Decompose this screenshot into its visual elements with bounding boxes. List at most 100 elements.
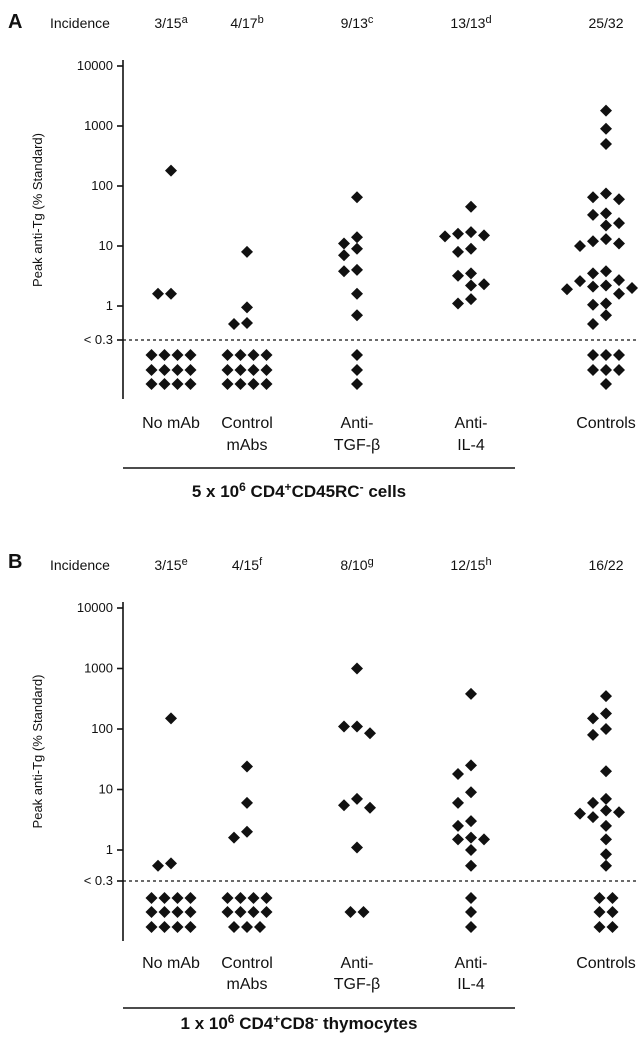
incidence-footnote: a — [182, 14, 189, 26]
below-threshold-point — [221, 906, 234, 918]
data-point — [465, 831, 477, 844]
data-point — [600, 848, 612, 861]
data-point — [600, 859, 612, 872]
group-label-part: CD8 — [280, 1014, 314, 1033]
category-label-line2: TGF-β — [334, 976, 381, 993]
category-label: No mAb — [142, 415, 200, 432]
group-label: 5 x 106 CD4+CD45RC- cells — [192, 480, 406, 501]
below-threshold-point — [171, 349, 184, 361]
category-label: Anti- — [455, 415, 488, 432]
panel-a: A Incidence 3/15a 4/17b 9/13c 13/13d 25/32 1000… — [8, 11, 639, 501]
group-label-part: thymocytes — [318, 1014, 417, 1033]
data-point — [465, 815, 477, 828]
data-point — [241, 796, 253, 809]
below-threshold-point — [260, 892, 273, 904]
below-threshold-point — [228, 921, 240, 933]
below-threshold-point — [158, 349, 171, 361]
below-threshold-point — [606, 892, 619, 904]
threshold-label: < 0.3 — [84, 873, 113, 888]
below-threshold-point — [260, 364, 273, 376]
below-threshold-point — [158, 892, 171, 904]
data-point — [613, 217, 625, 230]
below-threshold-point — [234, 906, 247, 918]
data-point — [600, 219, 612, 232]
incidence-footnote: c — [368, 14, 374, 26]
below-threshold-point — [587, 349, 599, 361]
group-label-part: 5 x 10 — [192, 482, 239, 501]
incidence-value-text: 8/10 — [340, 557, 367, 573]
data-point — [465, 226, 477, 239]
below-threshold-point — [613, 364, 625, 376]
y-tick-label: 10 — [99, 782, 113, 797]
below-threshold-point — [260, 906, 273, 918]
data-point — [465, 267, 477, 280]
below-threshold-point — [158, 906, 171, 918]
incidence-footnote: g — [368, 556, 374, 568]
incidence-value-text: 4/17 — [230, 15, 257, 31]
data-point — [600, 723, 612, 735]
incidence-value-text: 25/32 — [588, 15, 623, 31]
incidence-footnote: e — [182, 556, 188, 568]
data-point — [351, 287, 363, 300]
category-label: Anti- — [341, 955, 374, 972]
data-point — [351, 263, 363, 276]
below-threshold-point — [145, 364, 158, 376]
data-point — [600, 297, 612, 310]
data-point — [600, 187, 612, 200]
incidence-value-text: 16/22 — [588, 557, 623, 573]
incidence-value-text: 3/15 — [154, 557, 181, 573]
data-point — [600, 122, 612, 135]
data-point — [574, 807, 586, 820]
below-threshold-point — [344, 906, 357, 918]
y-tick-label: 1 — [106, 842, 113, 857]
below-threshold-point — [171, 906, 184, 918]
y-tick-label: 10000 — [77, 58, 113, 73]
data-point — [465, 786, 477, 799]
data-point — [241, 301, 253, 314]
data-point — [600, 833, 612, 846]
data-point — [152, 287, 164, 300]
data-point — [465, 200, 477, 213]
below-threshold-point — [357, 906, 370, 918]
incidence-label: Incidence — [50, 15, 110, 31]
group-label-part: CD45RC — [292, 482, 360, 501]
data-point — [165, 712, 177, 725]
data-point — [351, 792, 363, 805]
below-threshold-point — [351, 349, 363, 361]
incidence-value-text: 13/13 — [450, 15, 485, 31]
y-axis-label: Peak anti-Tg (% Standard) — [30, 675, 45, 829]
group-label-part: CD4 — [246, 482, 285, 501]
group-label: 1 x 106 CD4+CD8- thymocytes — [181, 1012, 418, 1033]
data-point — [152, 859, 164, 872]
data-point — [228, 318, 240, 331]
data-point — [364, 727, 376, 740]
data-point — [465, 279, 477, 292]
below-threshold-point — [145, 906, 158, 918]
data-point — [338, 799, 350, 812]
data-point — [574, 240, 586, 252]
data-point — [465, 859, 477, 872]
data-point — [600, 104, 612, 117]
data-point — [587, 191, 599, 204]
below-threshold-point — [221, 364, 234, 376]
incidence-value: 9/13c — [341, 14, 374, 31]
below-threshold-point — [145, 378, 158, 390]
group-label-sup: - — [314, 1012, 318, 1026]
below-threshold-point — [351, 378, 363, 390]
data-point — [587, 728, 599, 741]
below-threshold-point — [145, 921, 158, 933]
data-point — [241, 245, 253, 258]
data-point — [351, 720, 363, 733]
below-threshold-point — [145, 892, 158, 904]
data-point — [600, 279, 612, 292]
below-threshold-point — [184, 378, 197, 390]
category-label: Control — [221, 415, 273, 432]
below-threshold-point — [184, 906, 197, 918]
data-point — [587, 235, 599, 248]
data-point — [439, 230, 451, 243]
data-point — [600, 792, 612, 805]
group-label-sup: + — [273, 1012, 280, 1026]
below-threshold-point — [613, 349, 625, 361]
incidence-footnote: b — [258, 14, 264, 26]
data-point — [587, 712, 599, 725]
